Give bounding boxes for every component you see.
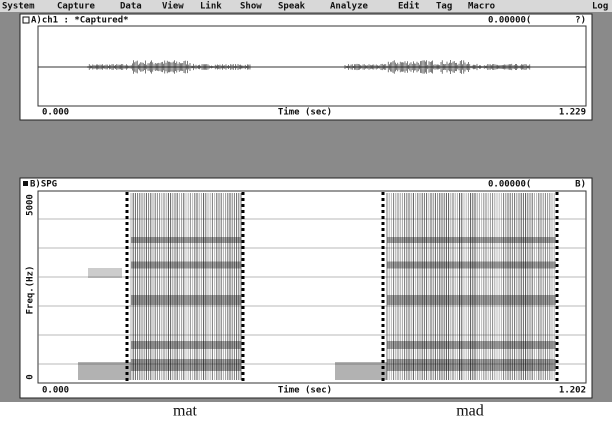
menu: System Capture Data View Link Show Speak Analyz… (2, 1, 608, 12)
menu-item[interactable]: Log (592, 2, 608, 12)
x-label: Time (sec) (278, 107, 332, 118)
spectrogram-plot (37, 190, 587, 384)
x-label: Time (sec) (278, 385, 332, 396)
spectrogram (38, 192, 586, 382)
waveform (87, 60, 531, 74)
menu-item[interactable]: Speak (278, 2, 306, 12)
waveform-plot (37, 25, 587, 107)
menu-item[interactable]: Show (240, 2, 262, 12)
caption: mad (456, 403, 484, 420)
menu-item[interactable]: Capture (57, 2, 96, 12)
formant-band (387, 261, 556, 269)
formant-band (131, 295, 241, 305)
noise (88, 268, 122, 278)
window-title: B)SPG (30, 180, 57, 190)
cursor-readout: 0.00000( (488, 16, 531, 26)
cursor-readout-end: B) (575, 180, 586, 190)
formant-band (387, 359, 556, 371)
menu-item[interactable]: View (162, 1, 184, 12)
waveform-trace (87, 60, 251, 74)
cursor-readout: 0.00000( (488, 180, 531, 190)
formant-band (387, 237, 556, 243)
x-start: 0.000 (42, 386, 69, 396)
cursor-readout-end: ?) (575, 16, 586, 26)
formant-band (131, 341, 241, 349)
y-label: Freq.(Hz) (26, 266, 36, 315)
menu-item[interactable]: Macro (468, 2, 495, 12)
menu-item[interactable]: Tag (436, 2, 452, 12)
formant-band (387, 341, 556, 349)
formant-band (131, 261, 241, 269)
x-end: 1.229 (559, 108, 586, 118)
low-energy (335, 362, 387, 380)
menu-item[interactable]: Edit (398, 1, 420, 12)
window-icon (22, 16, 30, 24)
low-energy (78, 362, 131, 380)
formant-band (131, 359, 241, 371)
x-end: 1.202 (559, 386, 586, 396)
menu-item[interactable]: Data (120, 2, 142, 12)
menu-item[interactable]: Link (200, 1, 222, 12)
window-title: A)ch1 : *Captured* (31, 16, 129, 26)
y-bottom: 0 (26, 374, 36, 379)
formant-band (387, 295, 556, 305)
menu-bar (0, 0, 612, 12)
y-top: 5000 (26, 194, 36, 216)
menu-item[interactable]: Analyze (330, 2, 369, 12)
menu-item[interactable]: System (2, 2, 35, 12)
x-start: 0.000 (42, 108, 69, 118)
window-icon (23, 181, 28, 186)
waveform-trace (344, 60, 531, 74)
formant-band (131, 237, 241, 243)
caption: mat (173, 403, 198, 420)
